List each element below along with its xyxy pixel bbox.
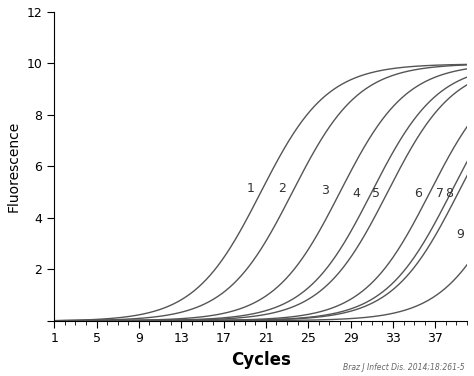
Y-axis label: Fluorescence: Fluorescence (7, 121, 21, 212)
Text: 7: 7 (437, 187, 444, 200)
Text: 5: 5 (372, 187, 380, 200)
X-axis label: Cycles: Cycles (231, 351, 291, 369)
Text: 2: 2 (279, 182, 286, 195)
Text: 4: 4 (353, 187, 361, 200)
Text: 9: 9 (456, 228, 465, 241)
Text: 8: 8 (445, 187, 453, 200)
Text: Braz J Infect Dis. 2014;18:261-5: Braz J Infect Dis. 2014;18:261-5 (343, 363, 465, 372)
Text: 1: 1 (247, 182, 255, 195)
Text: 3: 3 (321, 184, 329, 197)
Text: 6: 6 (414, 187, 422, 200)
